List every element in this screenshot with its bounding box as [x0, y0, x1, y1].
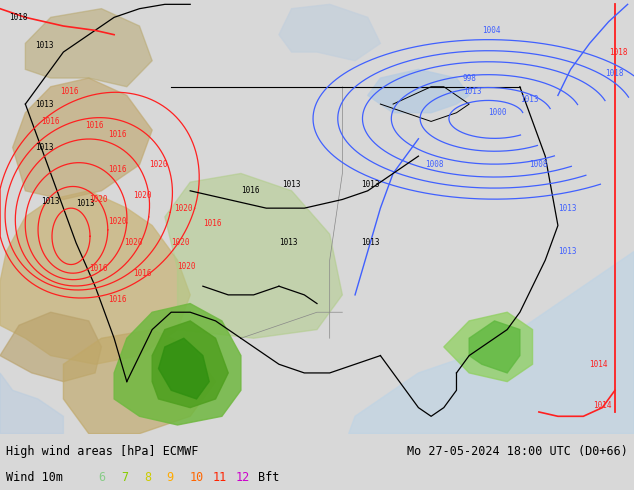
Text: 1013: 1013 [76, 199, 94, 208]
Text: 1016: 1016 [41, 117, 60, 126]
Text: 1013: 1013 [279, 238, 297, 247]
Text: 1013: 1013 [282, 180, 301, 189]
Text: 1018: 1018 [609, 48, 627, 56]
Text: Mo 27-05-2024 18:00 UTC (D0+66): Mo 27-05-2024 18:00 UTC (D0+66) [407, 445, 628, 458]
Text: High wind areas [hPa] ECMWF: High wind areas [hPa] ECMWF [6, 445, 198, 458]
Polygon shape [114, 304, 241, 425]
Text: 1014: 1014 [590, 360, 608, 369]
Text: 1016: 1016 [108, 294, 126, 304]
Text: 1013: 1013 [35, 99, 53, 109]
Text: 8: 8 [144, 471, 151, 484]
Polygon shape [444, 312, 533, 382]
Polygon shape [0, 191, 190, 364]
Text: 1020: 1020 [133, 191, 152, 199]
Text: 1000: 1000 [488, 108, 507, 117]
Text: Wind 10m: Wind 10m [6, 471, 63, 484]
Text: 998: 998 [463, 74, 477, 82]
Text: 1020: 1020 [171, 238, 190, 247]
Text: 1013: 1013 [361, 238, 380, 247]
Polygon shape [63, 330, 216, 434]
Text: 1020: 1020 [174, 204, 193, 213]
Text: 1016: 1016 [60, 87, 79, 96]
Text: 1013: 1013 [520, 95, 538, 104]
Text: 1013: 1013 [463, 87, 481, 96]
Polygon shape [279, 4, 380, 61]
Text: 7: 7 [121, 471, 128, 484]
Polygon shape [13, 78, 152, 199]
Text: 1008: 1008 [529, 160, 548, 169]
Text: 1008: 1008 [425, 160, 443, 169]
Text: 1018: 1018 [605, 69, 624, 78]
Text: 1016: 1016 [86, 121, 104, 130]
Text: 1013: 1013 [558, 204, 576, 213]
Text: 1018: 1018 [10, 13, 28, 22]
Polygon shape [25, 9, 152, 87]
Text: 1016: 1016 [108, 130, 126, 139]
Text: 1016: 1016 [89, 265, 107, 273]
Text: Bft: Bft [258, 471, 280, 484]
Polygon shape [349, 251, 634, 434]
Polygon shape [158, 338, 209, 399]
Text: 1013: 1013 [35, 143, 53, 152]
Polygon shape [368, 70, 469, 113]
Text: 1013: 1013 [41, 197, 60, 206]
Text: 6: 6 [98, 471, 105, 484]
Text: 1016: 1016 [203, 219, 221, 228]
Text: 1014: 1014 [593, 401, 611, 410]
Text: 1020: 1020 [178, 262, 196, 271]
Text: 1020: 1020 [108, 217, 126, 226]
Polygon shape [0, 312, 101, 382]
Text: 1016: 1016 [133, 269, 152, 278]
Text: 1020: 1020 [149, 160, 167, 169]
Polygon shape [469, 321, 520, 373]
Text: 1016: 1016 [108, 165, 126, 173]
Text: 10: 10 [190, 471, 204, 484]
Text: 1016: 1016 [241, 186, 259, 196]
Text: 1013: 1013 [558, 247, 576, 256]
Text: 1013: 1013 [35, 41, 53, 50]
Polygon shape [0, 373, 63, 434]
Text: 1013: 1013 [361, 180, 380, 189]
Text: 11: 11 [212, 471, 226, 484]
Text: 1004: 1004 [482, 26, 500, 35]
Text: 1020: 1020 [124, 238, 142, 247]
Text: 12: 12 [235, 471, 249, 484]
Polygon shape [165, 173, 342, 338]
Text: 9: 9 [167, 471, 174, 484]
Polygon shape [152, 321, 228, 408]
Text: 1020: 1020 [89, 195, 107, 204]
